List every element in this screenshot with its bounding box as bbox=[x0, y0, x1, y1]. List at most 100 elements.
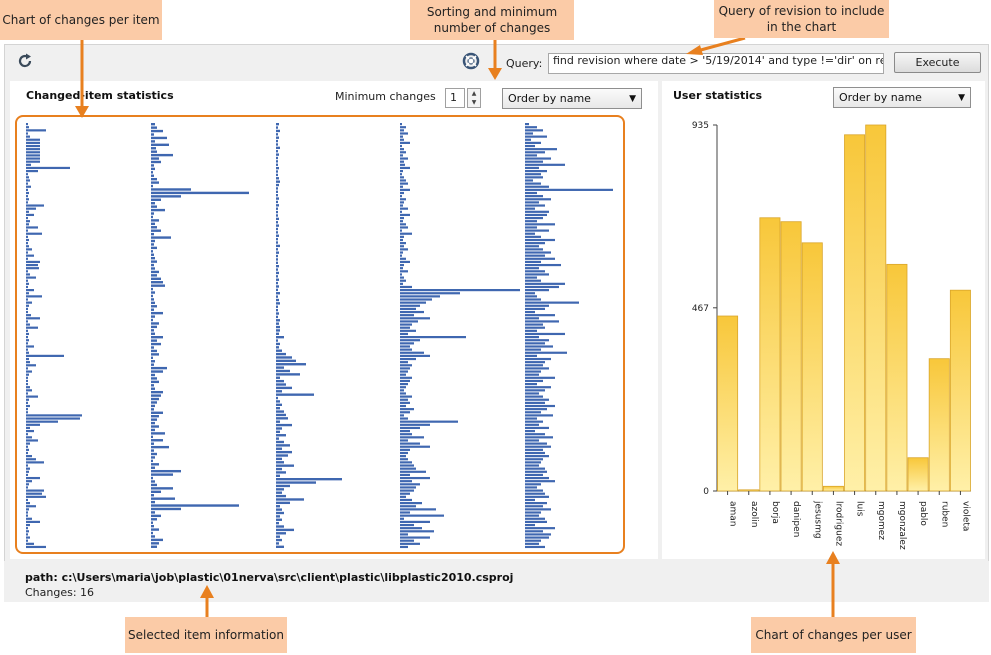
item-bar[interactable] bbox=[525, 282, 565, 285]
item-bar[interactable] bbox=[525, 404, 555, 408]
execute-button[interactable]: Execute bbox=[894, 52, 981, 73]
item-bar[interactable] bbox=[276, 153, 279, 156]
item-bar[interactable] bbox=[525, 154, 537, 157]
item-bar[interactable] bbox=[276, 170, 278, 173]
item-bar[interactable] bbox=[525, 254, 545, 257]
item-bar[interactable] bbox=[525, 492, 545, 495]
item-bar[interactable] bbox=[525, 195, 543, 198]
item-bar[interactable] bbox=[151, 147, 156, 150]
item-bar[interactable] bbox=[26, 486, 28, 489]
item-bar[interactable] bbox=[276, 488, 284, 491]
item-bar[interactable] bbox=[525, 420, 543, 423]
item-bar[interactable] bbox=[26, 395, 38, 398]
item-bar[interactable] bbox=[151, 308, 154, 311]
item-bar[interactable] bbox=[26, 220, 30, 223]
item-bar[interactable] bbox=[400, 508, 436, 511]
item-bar[interactable] bbox=[26, 489, 44, 492]
item-bar[interactable] bbox=[400, 260, 410, 264]
item-bar[interactable] bbox=[525, 389, 545, 392]
item-bar[interactable] bbox=[525, 411, 541, 414]
item-bar[interactable] bbox=[276, 518, 282, 521]
item-bar[interactable] bbox=[26, 476, 40, 480]
item-bar[interactable] bbox=[276, 329, 280, 332]
item-bar[interactable] bbox=[400, 213, 410, 217]
item-bar[interactable] bbox=[26, 148, 40, 151]
item-bar[interactable] bbox=[276, 464, 294, 467]
item-bar[interactable] bbox=[276, 366, 284, 369]
item-bar[interactable] bbox=[26, 166, 70, 170]
item-bar[interactable] bbox=[151, 480, 155, 483]
item-bar[interactable] bbox=[525, 279, 541, 282]
item-bar[interactable] bbox=[151, 528, 159, 531]
item-bar[interactable] bbox=[400, 411, 410, 414]
item-bar[interactable] bbox=[400, 270, 408, 273]
item-bar[interactable] bbox=[151, 256, 155, 260]
item-bar[interactable] bbox=[525, 445, 551, 448]
item-bar[interactable] bbox=[26, 448, 29, 451]
item-bar[interactable] bbox=[276, 390, 282, 393]
item-bar[interactable] bbox=[525, 235, 541, 238]
item-bar[interactable] bbox=[151, 411, 163, 414]
item-bar[interactable] bbox=[26, 292, 29, 295]
item-bar[interactable] bbox=[525, 173, 541, 176]
item-bar[interactable] bbox=[400, 373, 406, 376]
item-bar[interactable] bbox=[400, 533, 408, 536]
item-bar[interactable] bbox=[276, 261, 278, 264]
item-bar[interactable] bbox=[525, 486, 537, 489]
item-bar[interactable] bbox=[151, 274, 157, 277]
item-bar[interactable] bbox=[525, 201, 539, 204]
item-bar[interactable] bbox=[525, 357, 551, 361]
item-bar[interactable] bbox=[26, 254, 34, 257]
item-bar[interactable] bbox=[26, 298, 28, 301]
item-bar[interactable] bbox=[26, 260, 40, 264]
item-bar[interactable] bbox=[151, 394, 161, 397]
item-bar[interactable] bbox=[400, 376, 412, 379]
item-bar[interactable] bbox=[151, 360, 155, 363]
item-bar[interactable] bbox=[525, 508, 551, 511]
item-bar[interactable] bbox=[151, 452, 157, 456]
item-bar[interactable] bbox=[525, 320, 559, 323]
item-bar[interactable] bbox=[525, 188, 613, 191]
item-bar[interactable] bbox=[400, 238, 403, 242]
item-bar[interactable] bbox=[276, 407, 280, 410]
item-bar[interactable] bbox=[400, 339, 420, 342]
item-bar[interactable] bbox=[525, 458, 543, 461]
item-bar[interactable] bbox=[26, 188, 28, 191]
item-bar[interactable] bbox=[525, 123, 529, 126]
item-bar[interactable] bbox=[26, 154, 40, 157]
item-bar[interactable] bbox=[400, 317, 430, 320]
item-bar[interactable] bbox=[26, 329, 28, 332]
item-bar[interactable] bbox=[525, 545, 545, 549]
item-bar[interactable] bbox=[400, 148, 404, 151]
item-bar[interactable] bbox=[400, 229, 402, 232]
item-bar[interactable] bbox=[26, 523, 30, 527]
item-bar[interactable] bbox=[26, 282, 29, 285]
item-bar[interactable] bbox=[151, 136, 167, 140]
item-bar[interactable] bbox=[26, 248, 32, 251]
item-bar[interactable] bbox=[400, 135, 403, 138]
item-bar[interactable] bbox=[276, 471, 286, 474]
item-bar[interactable] bbox=[525, 423, 539, 426]
item-bar[interactable] bbox=[400, 207, 408, 210]
item-bar[interactable] bbox=[151, 384, 154, 387]
item-bar[interactable] bbox=[400, 132, 408, 135]
item-bar[interactable] bbox=[525, 483, 541, 486]
item-bar[interactable] bbox=[26, 210, 29, 213]
item-bar[interactable] bbox=[525, 345, 553, 348]
item-bar[interactable] bbox=[26, 545, 46, 549]
item-bar[interactable] bbox=[276, 450, 292, 454]
item-bar[interactable] bbox=[525, 395, 543, 398]
item-bar[interactable] bbox=[26, 201, 28, 204]
item-bar[interactable] bbox=[525, 138, 531, 141]
item-bar[interactable] bbox=[276, 491, 282, 494]
item-bar[interactable] bbox=[525, 502, 547, 505]
item-bar[interactable] bbox=[26, 151, 40, 154]
item-bar[interactable] bbox=[26, 242, 28, 245]
item-bar[interactable] bbox=[26, 342, 28, 345]
item-bar[interactable] bbox=[525, 536, 549, 539]
item-bar[interactable] bbox=[151, 332, 155, 335]
item-bar[interactable] bbox=[525, 220, 537, 223]
item-bar[interactable] bbox=[26, 379, 28, 383]
item-bar[interactable] bbox=[26, 455, 32, 458]
